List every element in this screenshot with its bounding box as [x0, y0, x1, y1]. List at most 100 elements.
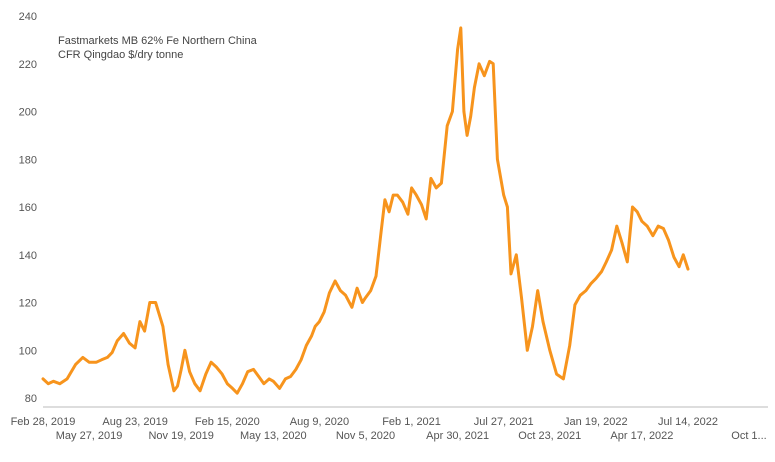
- data-point: [651, 234, 655, 237]
- x-tick-label: Jan 19, 2022: [564, 416, 628, 428]
- data-point: [548, 349, 551, 352]
- data-point: [333, 279, 337, 283]
- data-point: [477, 62, 481, 65]
- data-point: [58, 382, 61, 385]
- data-point: [496, 158, 499, 161]
- data-point: [143, 329, 146, 333]
- x-tick-label: Jul 14, 2022: [658, 416, 718, 428]
- data-point: [188, 370, 191, 373]
- data-point: [154, 301, 157, 304]
- data-point: [657, 224, 660, 228]
- data-point: [610, 248, 613, 252]
- x-tick-label: May 27, 2019: [56, 430, 123, 442]
- x-tick-label: Feb 15, 2020: [195, 416, 260, 428]
- data-point: [465, 134, 469, 137]
- data-point: [672, 255, 676, 259]
- data-point: [594, 277, 598, 280]
- data-point: [435, 186, 438, 190]
- data-point: [226, 382, 229, 385]
- data-point: [138, 320, 142, 323]
- x-tick-label: Nov 5, 2020: [336, 430, 395, 442]
- y-tick-label: 220: [19, 59, 37, 71]
- x-tick-label: Oct 23, 2021: [518, 430, 581, 442]
- data-point: [526, 349, 529, 352]
- plot-area: [41, 26, 690, 395]
- data-point: [268, 377, 271, 381]
- data-point: [401, 201, 404, 204]
- y-tick-label: 160: [19, 202, 37, 214]
- data-point: [148, 301, 151, 304]
- data-point: [339, 289, 342, 292]
- data-point: [272, 380, 275, 383]
- data-point: [536, 289, 539, 292]
- data-point: [161, 325, 165, 328]
- data-point: [451, 110, 454, 113]
- data-point: [392, 193, 395, 197]
- data-point: [502, 193, 505, 197]
- data-point: [262, 382, 266, 385]
- data-point: [310, 334, 313, 338]
- data-point: [172, 389, 176, 392]
- data-point: [626, 260, 629, 264]
- data-point: [350, 306, 354, 309]
- data-point: [615, 224, 618, 228]
- data-point: [74, 363, 77, 366]
- data-point: [305, 344, 308, 347]
- x-tick-label: Aug 23, 2019: [102, 416, 167, 428]
- data-point: [284, 377, 287, 381]
- data-point: [116, 339, 119, 342]
- y-axis: 80 100 120 140 160 180 200 220 240: [19, 11, 37, 405]
- data-point: [106, 356, 109, 359]
- data-point: [47, 382, 50, 385]
- data-point: [469, 115, 472, 118]
- data-point: [473, 86, 476, 89]
- x-tick-label: Apr 17, 2022: [610, 430, 673, 442]
- data-point: [278, 387, 281, 390]
- data-point: [100, 358, 103, 361]
- data-point: [41, 377, 45, 381]
- data-point: [562, 377, 565, 381]
- data-point: [383, 198, 387, 201]
- legend: Fastmarkets MB 62% Fe Northern China CFR…: [58, 35, 258, 61]
- data-point: [355, 287, 359, 290]
- data-point: [492, 62, 495, 65]
- data-point: [677, 265, 681, 268]
- y-tick-label: 200: [19, 107, 37, 119]
- data-point: [176, 384, 179, 388]
- data-point: [662, 227, 665, 230]
- data-point: [87, 361, 91, 364]
- data-point: [515, 253, 518, 256]
- data-point: [459, 26, 462, 30]
- data-point: [65, 377, 69, 381]
- data-point: [318, 320, 321, 323]
- data-point: [636, 210, 639, 213]
- data-point: [420, 203, 423, 206]
- data-point: [456, 48, 459, 51]
- data-point: [589, 282, 593, 285]
- data-point: [520, 296, 523, 299]
- y-tick-label: 80: [25, 393, 37, 405]
- data-point: [415, 193, 418, 197]
- data-point: [686, 267, 690, 271]
- data-point: [215, 365, 218, 369]
- data-point: [440, 181, 443, 185]
- data-point: [429, 177, 433, 180]
- data-point: [387, 210, 391, 213]
- x-tick-label: Oct 1...: [731, 430, 766, 442]
- data-point: [289, 375, 292, 378]
- y-tick-label: 120: [19, 298, 37, 310]
- x-tick-label: Jul 27, 2021: [474, 416, 534, 428]
- series-line-iron-ore-price: [41, 26, 690, 395]
- x-tick-label: Nov 19, 2019: [148, 430, 213, 442]
- data-point: [584, 289, 588, 292]
- data-point: [204, 372, 207, 376]
- data-point: [294, 368, 298, 371]
- data-point: [620, 241, 624, 244]
- data-point: [667, 239, 670, 242]
- data-point: [579, 294, 582, 297]
- data-point: [257, 375, 260, 378]
- data-point: [166, 363, 170, 366]
- data-point: [631, 205, 634, 209]
- x-tick-label: Feb 1, 2021: [382, 416, 441, 428]
- data-point: [183, 349, 187, 352]
